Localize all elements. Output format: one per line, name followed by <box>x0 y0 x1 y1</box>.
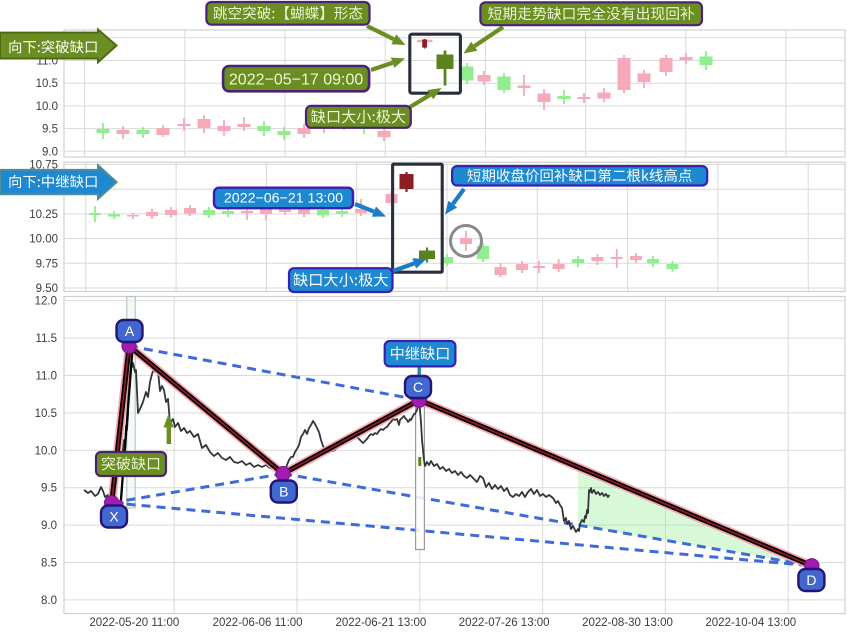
svg-text:12.0: 12.0 <box>35 296 57 308</box>
svg-text:9.50: 9.50 <box>36 283 58 295</box>
svg-text:9.5: 9.5 <box>42 124 58 136</box>
svg-text:10.75: 10.75 <box>29 160 58 172</box>
svg-text:2022-05-20 11:00: 2022-05-20 11:00 <box>89 617 179 629</box>
svg-text:9.0: 9.0 <box>41 520 57 532</box>
svg-text:2022-06-21 13:00: 2022-06-21 13:00 <box>335 617 426 629</box>
svg-text:10.5: 10.5 <box>36 78 58 90</box>
svg-text:10.25: 10.25 <box>29 209 58 221</box>
svg-text:2022−06−21 13:00: 2022−06−21 13:00 <box>224 191 343 207</box>
svg-text:2022-07-26 13:00: 2022-07-26 13:00 <box>459 617 550 629</box>
svg-text:2022−05−17 09:00: 2022−05−17 09:00 <box>229 72 363 89</box>
svg-text:2022-06-06 11:00: 2022-06-06 11:00 <box>213 617 303 629</box>
svg-text:X: X <box>109 509 119 525</box>
svg-text:2022-08-30 13:00: 2022-08-30 13:00 <box>582 617 673 629</box>
svg-text:11.0: 11.0 <box>35 371 57 383</box>
svg-text:B: B <box>279 484 288 500</box>
svg-text:11.5: 11.5 <box>35 333 57 345</box>
svg-text:10.5: 10.5 <box>35 408 57 420</box>
svg-text:A: A <box>125 323 135 339</box>
svg-text:2022-10-04 13:00: 2022-10-04 13:00 <box>705 617 796 629</box>
svg-text:D: D <box>806 572 816 588</box>
svg-text:8.0: 8.0 <box>41 595 57 607</box>
svg-text:9.0: 9.0 <box>42 146 58 158</box>
svg-text:8.5: 8.5 <box>41 558 57 570</box>
svg-text:C: C <box>413 379 423 395</box>
svg-text:9.5: 9.5 <box>41 483 57 495</box>
svg-text:10.0: 10.0 <box>36 101 58 113</box>
svg-text:9.75: 9.75 <box>36 258 58 270</box>
svg-text:10.0: 10.0 <box>35 445 57 457</box>
svg-text:10.00: 10.00 <box>29 234 58 246</box>
